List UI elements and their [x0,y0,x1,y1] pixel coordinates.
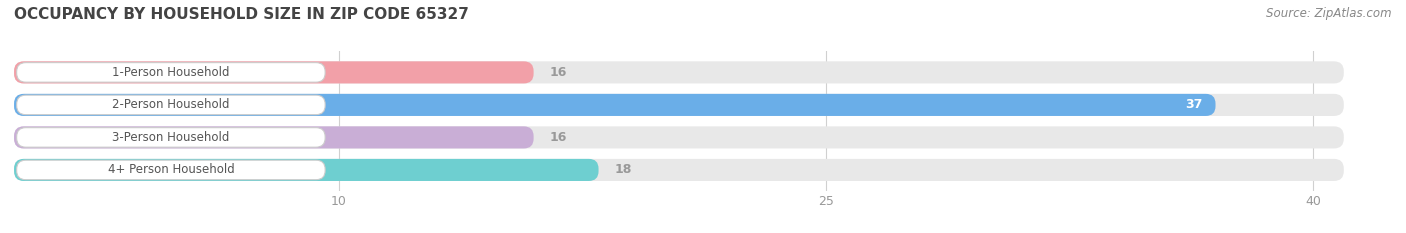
FancyBboxPatch shape [14,61,1344,83]
FancyBboxPatch shape [14,126,534,148]
FancyBboxPatch shape [14,126,1344,148]
FancyBboxPatch shape [17,95,325,115]
Text: Source: ZipAtlas.com: Source: ZipAtlas.com [1267,7,1392,20]
Text: 37: 37 [1185,98,1202,111]
FancyBboxPatch shape [17,63,325,82]
FancyBboxPatch shape [14,159,1344,181]
Text: 4+ Person Household: 4+ Person Household [107,163,235,176]
FancyBboxPatch shape [14,94,1216,116]
Text: 2-Person Household: 2-Person Household [112,98,229,111]
FancyBboxPatch shape [14,94,1344,116]
FancyBboxPatch shape [17,128,325,147]
Text: 16: 16 [550,131,567,144]
FancyBboxPatch shape [14,159,599,181]
FancyBboxPatch shape [14,61,534,83]
Text: 16: 16 [550,66,567,79]
FancyBboxPatch shape [17,160,325,180]
Text: 3-Person Household: 3-Person Household [112,131,229,144]
Text: OCCUPANCY BY HOUSEHOLD SIZE IN ZIP CODE 65327: OCCUPANCY BY HOUSEHOLD SIZE IN ZIP CODE … [14,7,470,22]
Text: 18: 18 [614,163,633,176]
Text: 1-Person Household: 1-Person Household [112,66,229,79]
